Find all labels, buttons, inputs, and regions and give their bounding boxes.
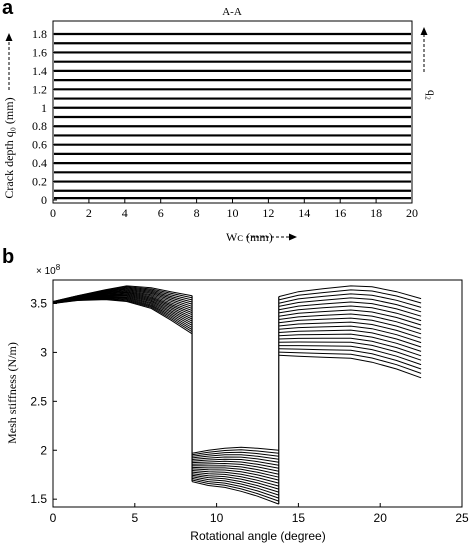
panel-b-xlabel: Rotational angle (degree) (190, 529, 325, 543)
stiffness-curve (278, 289, 422, 304)
y-tick-label: 0.8 (32, 119, 47, 133)
stiffness-curve (192, 477, 279, 499)
x-tick-label: 8 (194, 206, 200, 220)
stiffness-curve (192, 474, 279, 493)
y-tick-label: 0.4 (32, 156, 47, 170)
y-tick-label: 1.5 (30, 492, 47, 506)
stiffness-curve (192, 454, 279, 460)
x-tick-label: 15 (292, 511, 306, 525)
x-tick-label: 10 (210, 511, 224, 525)
stiffness-curve (278, 325, 422, 344)
panel-a-xlabel: Wᴄ (mm) (226, 230, 273, 244)
stiffness-curve (278, 317, 422, 335)
x-tick-label: 12 (262, 206, 274, 220)
y-exponent-label: × 108 (36, 263, 61, 277)
stiffness-curve (192, 470, 279, 484)
stiffness-curve (278, 313, 422, 330)
stiffness-curve (278, 337, 422, 357)
x-tick-label: 0 (50, 511, 57, 525)
panel-b-frame (52, 279, 463, 508)
stiffness-curve (278, 345, 422, 366)
x-tick-label: 14 (298, 206, 310, 220)
x-tick-label: 5 (131, 511, 138, 525)
stiffness-curve (278, 321, 422, 339)
stiffness-curve (192, 458, 279, 466)
x-tick-label: 6 (158, 206, 164, 220)
y-tick-label: 0 (41, 193, 47, 207)
x-tick-label: 20 (406, 206, 418, 220)
stiffness-curve (192, 449, 279, 456)
stiffness-curve (192, 476, 279, 496)
panel-a-frame (52, 20, 413, 204)
x-tick-label: 4 (122, 206, 128, 220)
stiffness-curve (278, 285, 422, 300)
panel-b-ylabel: Mesh stiffness (N/m) (5, 342, 19, 444)
y-tick-label: 1.2 (32, 82, 47, 96)
y-tick-label: 3.5 (30, 296, 47, 310)
stiffness-curve (191, 481, 279, 505)
stiffness-curve (192, 468, 279, 481)
stiffness-curve (278, 305, 422, 322)
stiffness-curve (278, 297, 422, 313)
y-tick-label: 2.5 (30, 394, 47, 408)
stiffness-curve (192, 473, 279, 490)
panel-b-label: b (2, 246, 14, 268)
y-tick-label: 1.4 (32, 64, 47, 78)
stiffness-curve (192, 466, 279, 478)
y-tick-label: 2 (40, 443, 47, 457)
stiffness-curve (278, 309, 422, 326)
y-tick-label: 1.6 (32, 45, 47, 59)
y-tick-label: 1 (41, 101, 47, 115)
stiffness-curve (192, 456, 279, 463)
x-arrow-head (289, 233, 297, 241)
q2-label: q₂ (425, 90, 439, 100)
stiffness-curve (192, 446, 279, 454)
stiffness-curve (192, 451, 279, 457)
stiffness-curve (278, 333, 422, 352)
stiffness-curve (278, 348, 422, 370)
y-arrow-head (5, 33, 13, 41)
stiffness-curve (278, 354, 422, 379)
stiffness-curve (278, 341, 422, 361)
x-tick-label: 20 (374, 511, 388, 525)
x-tick-label: 10 (227, 206, 239, 220)
x-tick-label: 2 (86, 206, 92, 220)
panel-a-label: a (2, 0, 14, 19)
panel-a-plot: 0 2 4 6 8 10 12 14 16 18 20 0 0.2 0.4 0.6 0.8 1 1.2 1.4 1.6… (2, 20, 439, 244)
x-tick-label: 18 (370, 206, 382, 220)
panel-a-ylabel: Crack depth q₀ (mm) (2, 97, 16, 198)
stiffness-curve (52, 299, 193, 335)
stiffness-curve (278, 293, 422, 308)
stiffness-curve (192, 460, 279, 469)
stiffness-curve (192, 465, 279, 475)
stiffness-curve (192, 462, 279, 472)
panel-a-title: A-A (222, 6, 242, 18)
stiffness-curve (192, 471, 279, 487)
x-tick-label: 16 (334, 206, 346, 220)
x-tick-label: 0 (50, 206, 56, 220)
y-tick-label: 0.2 (32, 175, 47, 189)
y-tick-label: 3 (40, 345, 47, 359)
stiffness-curve (278, 329, 422, 348)
stiffness-curve (191, 479, 279, 502)
y-tick-label: 1.8 (32, 27, 47, 41)
y-tick-label: 0.6 (32, 138, 47, 152)
stiffness-curve (278, 301, 422, 317)
stiffness-curve (278, 351, 422, 374)
panel-b-plot: 0 5 10 15 20 25 1.5 2 2.5 3 3.5 × 108 Mesh stiffness… (5, 263, 469, 543)
q2-arrow-head (420, 27, 428, 35)
x-tick-label: 25 (455, 511, 469, 525)
